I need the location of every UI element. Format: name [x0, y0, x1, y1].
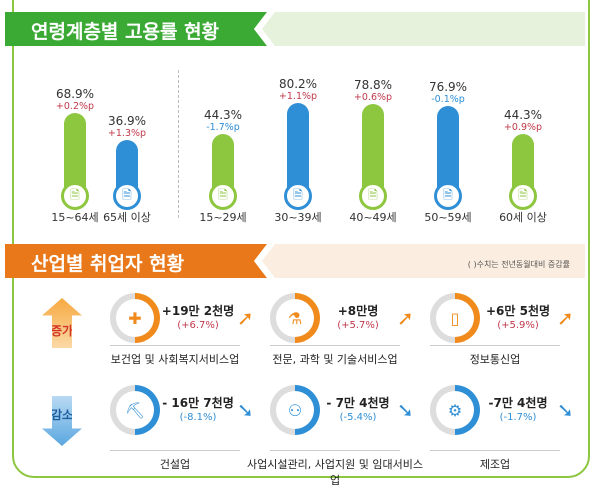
bar-value-label: 36.9% [107, 113, 147, 128]
bar-change-label: +1.3%p [107, 127, 147, 139]
people-search-icon: ⚇ [276, 391, 314, 429]
bar-change-label: +1.1%p [278, 90, 318, 102]
bar [116, 139, 138, 190]
bar [512, 133, 534, 190]
change-percent: (-8.1%) [179, 412, 217, 423]
employment-change: +6만 5천명 [485, 304, 551, 318]
document-search-icon: 🗎 [113, 182, 141, 210]
bar-value-label: 76.9% [428, 79, 468, 94]
change-percent: (-5.4%) [339, 412, 377, 423]
document-search-icon: 🗎 [509, 182, 537, 210]
bar-value-label: 80.2% [278, 76, 318, 91]
change-percent: (-1.7%) [499, 412, 537, 423]
bar-value-label: 68.9% [55, 86, 95, 101]
bar-change-label: -0.1%p [431, 93, 465, 105]
category-label: 30~39세 [274, 211, 322, 224]
industry-name: 건설업 [159, 458, 191, 471]
outer-frame [12, 0, 590, 478]
employment-change: +19만 2천명 [161, 304, 235, 318]
divider [110, 345, 240, 346]
industry-name: 사업시설관리, 사업지원 및 임대서비스업 [247, 458, 423, 487]
arrow-down-icon: ➘ [557, 398, 574, 422]
bar-value-label: 78.8% [353, 78, 393, 93]
divider [430, 345, 560, 346]
gear-icon: ⚙ [436, 391, 474, 429]
arrow-up-icon: ➚ [557, 306, 574, 330]
employment-change: - 16만 7천명 [162, 396, 234, 410]
arrow-down-icon: ➘ [397, 398, 414, 422]
change-percent: (+5.9%) [497, 320, 539, 331]
decrease-label: 감소 [50, 407, 74, 422]
bar [287, 102, 309, 190]
industry-name: 보건업 및 사회복지서비스업 [110, 353, 240, 366]
gear-ring: ⚙ [430, 385, 480, 435]
people-search-ring: ⚇ [270, 385, 320, 435]
arrow-up-icon: ➚ [237, 306, 254, 330]
divider [270, 345, 400, 346]
increase-label: 증가 [50, 323, 74, 338]
bar [64, 112, 86, 190]
note: ( )수치는 전년동월대비 증감률 [467, 260, 570, 269]
arrow-down-icon: ➘ [237, 398, 254, 422]
change-percent: (+6.7%) [177, 320, 219, 331]
flask-icon: ⚗ [276, 299, 314, 337]
document-search-icon: 🗎 [209, 182, 237, 210]
first-aid-kit-icon: ✚ [116, 299, 154, 337]
bar [437, 105, 459, 190]
bar-change-label: -1.7%p [206, 121, 240, 133]
category-label: 15~29세 [199, 211, 247, 224]
employment-change: - 7만 4천명 [326, 396, 390, 410]
bar-value-label: 44.3% [503, 107, 543, 122]
section1-banner-bar [262, 12, 585, 46]
section2-title: 산업별 취업자 현황 [5, 244, 267, 278]
industry-name: 전문, 과학 및 기술서비스업 [272, 353, 398, 366]
category-label: 40~49세 [349, 211, 397, 224]
first-aid-kit-ring: ✚ [110, 293, 160, 343]
bar-value-label: 44.3% [203, 107, 243, 122]
bar [212, 133, 234, 190]
document-search-icon: 🗎 [434, 182, 462, 210]
employment-change: -7만 4천명 [488, 396, 548, 410]
employment-change: +8만명 [337, 304, 379, 318]
divider [178, 70, 179, 218]
document-search-icon: 🗎 [359, 182, 387, 210]
category-label: 65세 이상 [103, 211, 151, 224]
divider [110, 450, 240, 451]
industry-name: 제조업 [479, 458, 511, 471]
document-search-icon: 🗎 [284, 182, 312, 210]
bar [362, 104, 384, 190]
divider [270, 450, 400, 451]
flask-ring: ⚗ [270, 293, 320, 343]
bar-change-label: +0.9%p [503, 121, 543, 133]
excavator-ring: ⛏ [110, 385, 160, 435]
arrow-up-icon: ➚ [397, 306, 414, 330]
change-percent: (+5.7%) [337, 320, 379, 331]
section2-banner-bar [262, 244, 585, 278]
phone-icon: ▯ [436, 299, 474, 337]
divider [430, 450, 560, 451]
phone-ring: ▯ [430, 293, 480, 343]
bar-change-label: +0.6%p [353, 92, 393, 104]
document-search-icon: 🗎 [61, 182, 89, 210]
industry-name: 정보통신업 [469, 353, 521, 366]
bar-change-label: +0.2%p [55, 100, 95, 112]
category-label: 60세 이상 [499, 211, 547, 224]
excavator-icon: ⛏ [116, 391, 154, 429]
category-label: 15~64세 [51, 211, 99, 224]
category-label: 50~59세 [424, 211, 472, 224]
section1-title: 연령계층별 고용률 현황 [5, 12, 267, 46]
